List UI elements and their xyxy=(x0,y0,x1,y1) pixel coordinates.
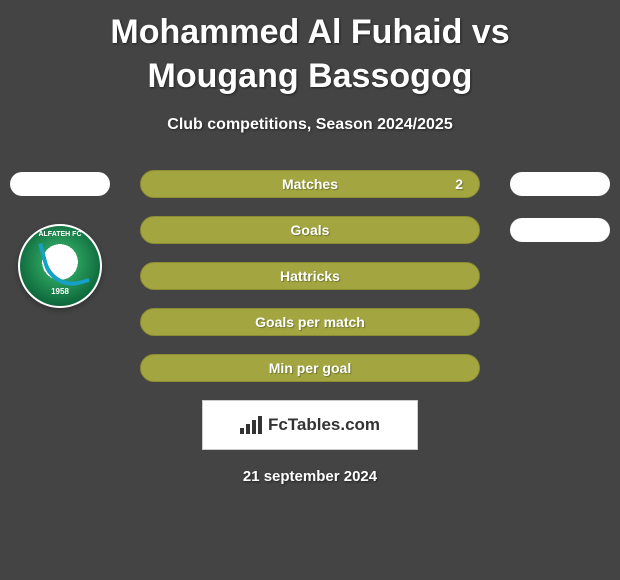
right-pill xyxy=(510,172,610,196)
stat-label: Goals xyxy=(291,222,330,238)
stats-container: ALFATEH FC 1958 Matches 2 Goals Hattrick… xyxy=(0,170,620,382)
bar-chart-icon xyxy=(240,416,262,434)
comparison-subtitle: Club competitions, Season 2024/2025 xyxy=(0,116,620,134)
right-pill xyxy=(510,218,610,242)
stat-value-right: 2 xyxy=(455,176,463,192)
stat-row-goals-per-match: Goals per match xyxy=(0,308,620,336)
comparison-title: Mohammed Al Fuhaid vs Mougang Bassogog xyxy=(0,0,620,98)
stat-bar: Goals per match xyxy=(140,308,480,336)
date-text: 21 september 2024 xyxy=(0,468,620,485)
stat-label: Goals per match xyxy=(255,314,365,330)
stat-bar: Hattricks xyxy=(140,262,480,290)
left-pill xyxy=(10,172,110,196)
stat-label: Min per goal xyxy=(269,360,351,376)
branding-box[interactable]: FcTables.com xyxy=(202,400,418,450)
stat-bar: Goals xyxy=(140,216,480,244)
stat-bar: Matches 2 xyxy=(140,170,480,198)
stat-row-goals: Goals xyxy=(0,216,620,244)
stat-bar: Min per goal xyxy=(140,354,480,382)
stat-label: Matches xyxy=(282,176,338,192)
stat-row-hattricks: Hattricks xyxy=(0,262,620,290)
stat-row-min-per-goal: Min per goal xyxy=(0,354,620,382)
branding-text: FcTables.com xyxy=(268,415,380,435)
stat-row-matches: Matches 2 xyxy=(0,170,620,198)
stat-label: Hattricks xyxy=(280,268,340,284)
